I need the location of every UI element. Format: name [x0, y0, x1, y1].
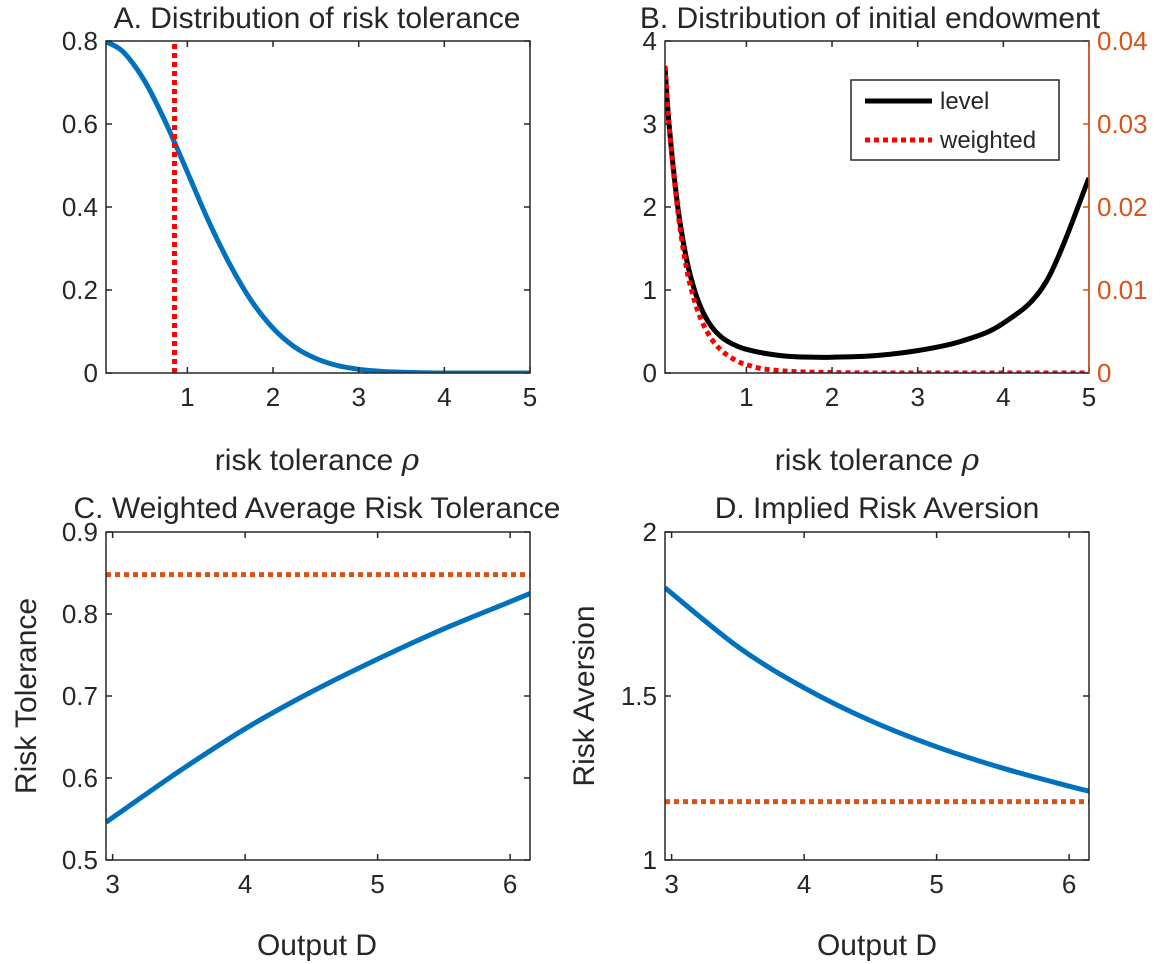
y-tick-label: 0.4 — [62, 192, 98, 222]
y-right-tick-label: 0 — [1097, 358, 1111, 388]
panel-a-series-line-1 — [106, 41, 530, 373]
y-tick-label: 4 — [643, 26, 657, 56]
panel-d-frame — [664, 531, 1090, 861]
panel-c-plot-area — [106, 572, 530, 825]
panel-d: D. Implied Risk Aversion 3 4 5 6 1 1.5 2 Outpu… — [568, 492, 1090, 962]
y-tick-label: 0 — [643, 358, 657, 388]
panel-d-plot-area — [665, 585, 1089, 805]
x-tick-label: 4 — [996, 382, 1010, 412]
panel-a-ticks: 1 2 3 4 5 0 0.2 0.4 0.6 0.8 — [62, 26, 537, 412]
y-tick-label: 2 — [643, 517, 657, 547]
panel-c-frame — [105, 531, 531, 861]
y-tick-label: 1 — [643, 845, 657, 875]
y-right-tick-label: 0.02 — [1097, 192, 1148, 222]
panel-c: C. Weighted Average Risk Tolerance 3 4 5 6 0… — [10, 492, 560, 962]
x-tick-label: 4 — [238, 869, 252, 899]
y-tick-label: 2 — [643, 192, 657, 222]
x-tick-label: 3 — [910, 382, 924, 412]
y-tick-label: 0.2 — [62, 275, 98, 305]
y-right-tick-label: 0.03 — [1097, 109, 1148, 139]
panel-d-series-line-1 — [665, 585, 1089, 794]
x-tick-label: 2 — [266, 382, 280, 412]
y-tick-label: 0.7 — [62, 681, 98, 711]
panel-c-ylabel: Risk Tolerance — [10, 598, 43, 794]
x-tick-label: 5 — [523, 382, 537, 412]
panel-a: A. Distribution of risk tolerance 1 2 3 4 5 0… — [62, 2, 537, 478]
x-tick-label: 5 — [370, 869, 384, 899]
x-tick-label: 5 — [1082, 382, 1096, 412]
panel-b: B. Distribution of initial endowment 1 2 3… — [640, 2, 1148, 478]
panel-d-title: D. Implied Risk Aversion — [715, 492, 1040, 525]
panel-c-series-line-1 — [106, 591, 530, 825]
panel-c-title: C. Weighted Average Risk Tolerance — [74, 492, 561, 525]
panel-a-frame — [105, 40, 531, 374]
x-tick-label: 6 — [503, 869, 517, 899]
x-tick-label: 1 — [180, 382, 194, 412]
x-tick-label: 1 — [739, 382, 753, 412]
panel-c-xlabel: Output D — [257, 929, 377, 962]
y-tick-label: 0.6 — [62, 763, 98, 793]
panel-a-xlabel: risk tolerance ρ — [215, 443, 420, 478]
legend-label-weighted: weighted — [939, 127, 1036, 154]
y-tick-label: 0.5 — [62, 845, 98, 875]
panel-b-xlabel: risk tolerance ρ — [775, 443, 980, 478]
y-tick-label: 0.8 — [62, 599, 98, 629]
panel-b-series-level — [665, 65, 1089, 360]
panel-d-xlabel: Output D — [817, 929, 937, 962]
x-tick-label: 6 — [1062, 869, 1076, 899]
panel-a-title: A. Distribution of risk tolerance — [114, 2, 521, 35]
y-tick-label: 0.9 — [62, 517, 98, 547]
y-tick-label: 1 — [643, 275, 657, 305]
x-tick-label: 4 — [797, 869, 811, 899]
panel-b-title: B. Distribution of initial endowment — [640, 2, 1101, 35]
panel-a-plot-area — [106, 41, 530, 373]
y-tick-label: 0.6 — [62, 109, 98, 139]
x-tick-label: 3 — [351, 382, 365, 412]
panel-b-legend: level weighted — [850, 79, 1060, 161]
x-tick-label: 5 — [929, 869, 943, 899]
x-tick-label: 2 — [825, 382, 839, 412]
y-right-tick-label: 0.04 — [1097, 26, 1148, 56]
legend-label-level: level — [940, 88, 989, 115]
panel-d-ticks: 3 4 5 6 1 1.5 2 — [621, 517, 1089, 899]
x-tick-label: 4 — [437, 382, 451, 412]
x-tick-label: 3 — [664, 869, 678, 899]
panel-c-ticks: 3 4 5 6 0.5 0.6 0.7 0.8 0.9 — [62, 517, 530, 899]
y-tick-label: 1.5 — [621, 681, 657, 711]
y-tick-label: 3 — [643, 109, 657, 139]
legend-box — [850, 79, 1060, 161]
panel-b-plot-area — [665, 65, 1089, 373]
y-tick-label: 0 — [84, 358, 98, 388]
y-tick-label: 0.8 — [62, 26, 98, 56]
panel-b-series-weighted — [665, 65, 1089, 373]
y-right-tick-label: 0.01 — [1097, 275, 1148, 305]
panel-d-ylabel: Risk Aversion — [568, 605, 601, 786]
x-tick-label: 3 — [105, 869, 119, 899]
